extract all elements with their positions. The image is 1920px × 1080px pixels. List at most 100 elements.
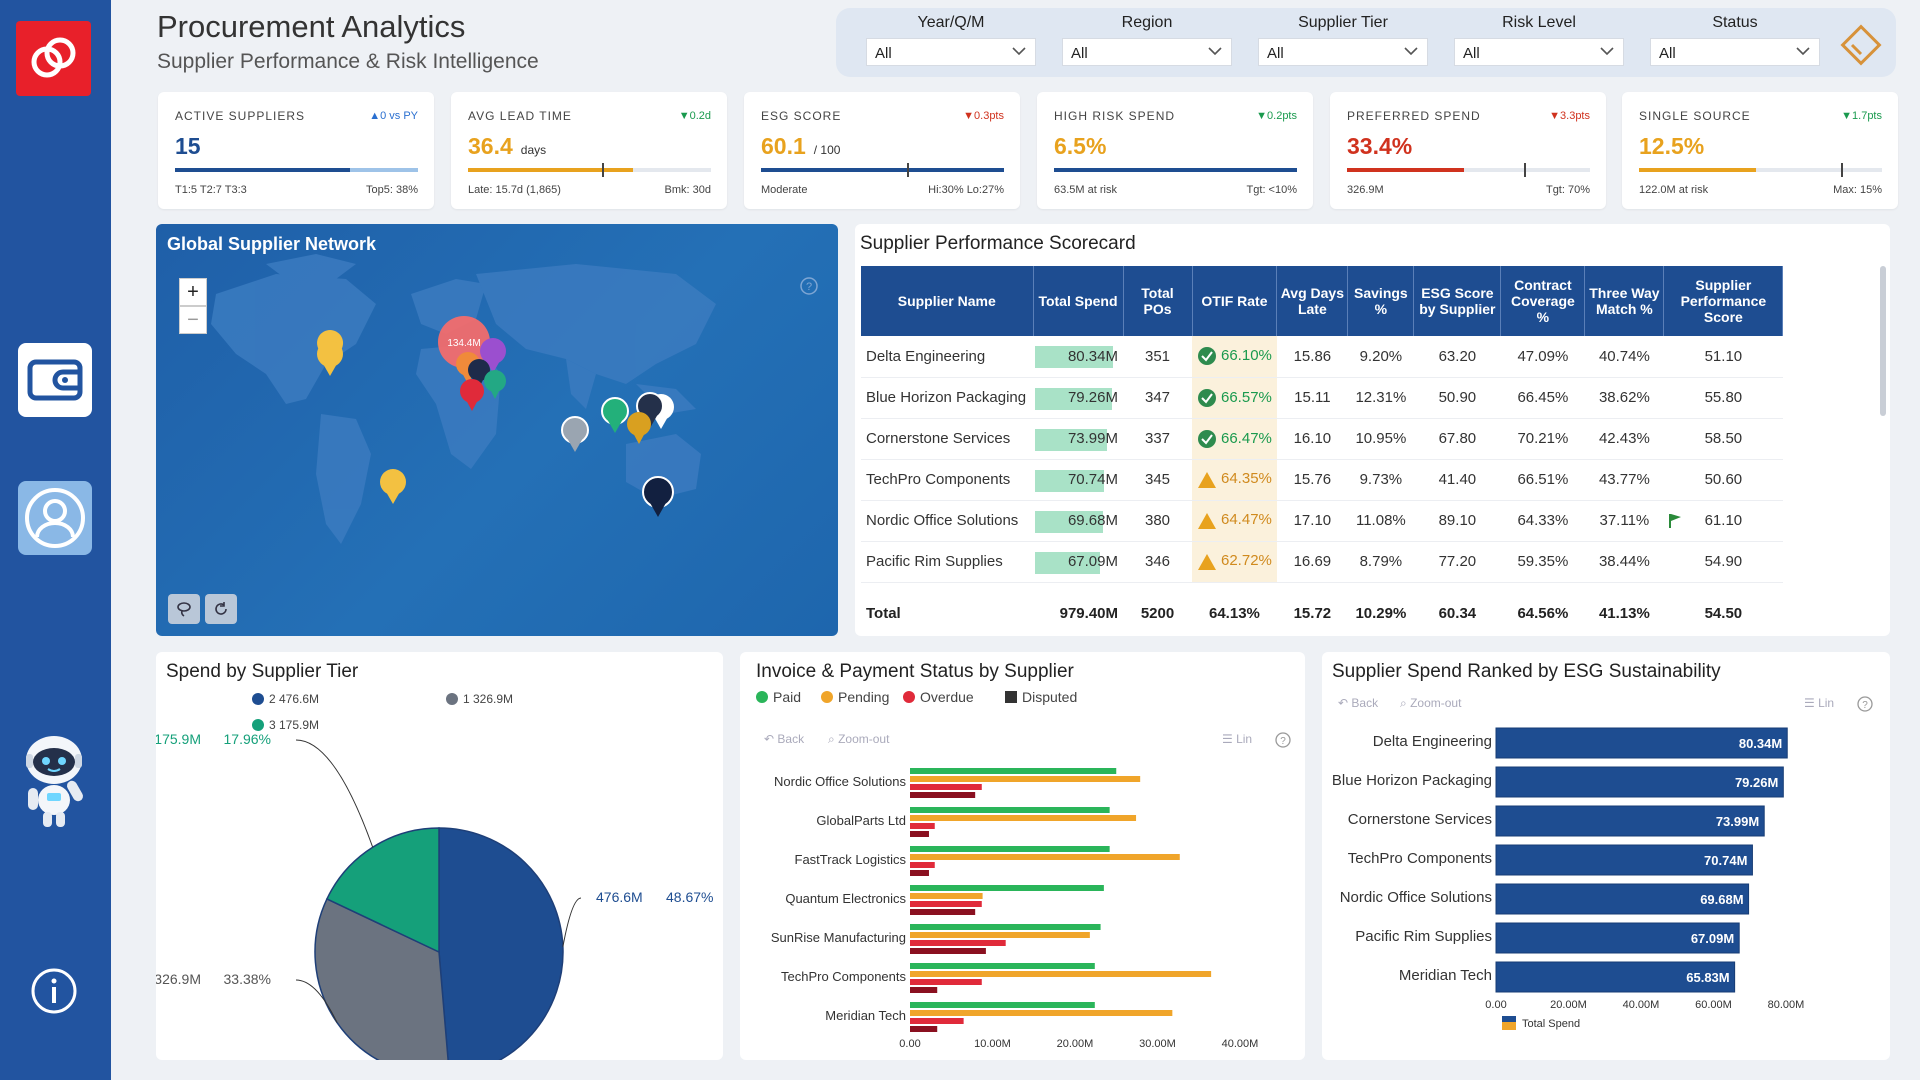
invoice-bar[interactable] bbox=[910, 893, 983, 899]
pie-slice[interactable] bbox=[438, 827, 564, 1060]
back-button[interactable]: ↶ Back bbox=[764, 732, 805, 746]
help-icon[interactable]: ? bbox=[1856, 695, 1874, 713]
invoice-bar[interactable] bbox=[910, 948, 986, 954]
map-reset-button[interactable] bbox=[205, 594, 237, 624]
legend-item[interactable]: Paid bbox=[756, 689, 801, 705]
filter-status-select[interactable]: All bbox=[1650, 38, 1820, 66]
kpi-card-active-suppliers[interactable]: ACTIVE SUPPLIERS ▲0 vs PY 15 T1:5 T2:7 T3:3… bbox=[158, 92, 434, 209]
column-header[interactable]: ESG Score by Supplier bbox=[1413, 266, 1502, 336]
app-logo[interactable] bbox=[16, 21, 91, 96]
invoice-bar[interactable] bbox=[910, 1026, 938, 1032]
invoice-bar-chart[interactable]: Nordic Office Solutions GlobalParts Ltd Fa… bbox=[740, 754, 1305, 1054]
kpi-card-esg-score[interactable]: ESG SCORE ▼0.3pts 60.1 / 100 Moderate Hi:30% … bbox=[744, 92, 1020, 209]
world-map[interactable] bbox=[156, 224, 838, 636]
invoice-bar[interactable] bbox=[910, 862, 935, 868]
legend-item[interactable]: Overdue bbox=[903, 689, 974, 705]
invoice-bar[interactable] bbox=[910, 971, 1212, 977]
kpi-card-single-source[interactable]: SINGLE SOURCE ▼1.7pts 12.5% 122.0M at risk M… bbox=[1622, 92, 1898, 209]
invoice-bar[interactable] bbox=[910, 776, 1141, 782]
invoice-bar[interactable] bbox=[910, 854, 1180, 860]
zoom-in-button[interactable]: + bbox=[179, 278, 207, 306]
column-header[interactable]: Savings % bbox=[1347, 266, 1415, 336]
legend-item[interactable]: Pending bbox=[821, 689, 889, 705]
map-panel[interactable]: Global Supplier Network + − ? 134.4M bbox=[156, 224, 838, 636]
esg-bar[interactable] bbox=[1495, 766, 1784, 798]
invoice-bar[interactable] bbox=[910, 807, 1110, 813]
invoice-bar[interactable] bbox=[910, 932, 1090, 938]
esg-bar[interactable] bbox=[1495, 727, 1788, 759]
invoice-bar[interactable] bbox=[910, 901, 982, 907]
esg-bar[interactable] bbox=[1495, 961, 1736, 993]
nav-user-button[interactable] bbox=[18, 481, 92, 555]
help-icon[interactable]: ? bbox=[1274, 731, 1292, 749]
invoice-bar[interactable] bbox=[910, 909, 976, 915]
robot-assistant-icon[interactable] bbox=[14, 730, 94, 830]
invoice-bar[interactable] bbox=[910, 831, 929, 837]
column-header[interactable]: Supplier Name bbox=[861, 266, 1034, 336]
legend-item[interactable]: 3 175.9M bbox=[252, 718, 319, 732]
invoice-bar[interactable] bbox=[910, 823, 935, 829]
clear-filters-button[interactable] bbox=[1838, 22, 1884, 73]
cell-contract-coverage: 66.51% bbox=[1500, 459, 1585, 501]
table-row[interactable]: Nordic Office Solutions 69.68M 380 64.47% 17… bbox=[861, 500, 1783, 542]
zoom-out-button[interactable]: ⌕ Zoom-out bbox=[828, 732, 890, 746]
legend-item[interactable]: Disputed bbox=[1005, 689, 1077, 705]
invoice-bar[interactable] bbox=[910, 784, 982, 790]
help-icon[interactable]: ? bbox=[799, 276, 819, 296]
invoice-bar[interactable] bbox=[910, 1018, 964, 1024]
esg-bar[interactable] bbox=[1495, 844, 1753, 876]
scrollbar[interactable] bbox=[1880, 266, 1886, 416]
pie-slice[interactable] bbox=[325, 827, 440, 954]
column-header[interactable]: OTIF Rate bbox=[1192, 266, 1278, 336]
invoice-bar[interactable] bbox=[910, 963, 1095, 969]
esg-bar[interactable] bbox=[1495, 883, 1750, 915]
invoice-bar[interactable] bbox=[910, 846, 1110, 852]
esg-bar-chart[interactable]: Delta Engineering 80.34M Blue Horizon Pack… bbox=[1322, 716, 1890, 1056]
invoice-bar[interactable] bbox=[910, 924, 1101, 930]
column-header[interactable]: Avg Days Late bbox=[1276, 266, 1349, 336]
column-header[interactable]: Contract Coverage % bbox=[1500, 266, 1586, 336]
table-row[interactable]: Pacific Rim Supplies 67.09M 346 62.72% 16.69… bbox=[861, 541, 1783, 583]
scale-toggle[interactable]: ☰ Lin bbox=[1222, 732, 1253, 746]
esg-bar[interactable] bbox=[1495, 805, 1765, 837]
table-row[interactable]: Cornerstone Services 73.99M 337 66.47% 16.10… bbox=[861, 418, 1783, 460]
back-button[interactable]: ↶ Back bbox=[1338, 696, 1379, 710]
filter-region-select[interactable]: All bbox=[1062, 38, 1232, 66]
invoice-bar[interactable] bbox=[910, 979, 982, 985]
esg-bar[interactable] bbox=[1495, 922, 1740, 954]
invoice-bar[interactable] bbox=[910, 870, 929, 876]
info-button[interactable] bbox=[30, 967, 78, 1015]
invoice-bar[interactable] bbox=[910, 987, 938, 993]
legend-item[interactable]: 1 326.9M bbox=[446, 692, 513, 706]
zoom-out-button[interactable]: ⌕ Zoom-out bbox=[1400, 696, 1462, 710]
cell-performance-score: 58.50 bbox=[1663, 418, 1783, 460]
filter-year-select[interactable]: All bbox=[866, 38, 1036, 66]
map-lasso-button[interactable] bbox=[168, 594, 200, 624]
kpi-card-preferred-spend[interactable]: PREFERRED SPEND ▼3.3pts 33.4% 326.9M Tgt: 70… bbox=[1330, 92, 1606, 209]
column-header[interactable]: Three Way Match % bbox=[1584, 266, 1665, 336]
invoice-bar[interactable] bbox=[910, 1010, 1173, 1016]
zoom-out-button[interactable]: − bbox=[179, 306, 207, 334]
kpi-card-high-risk-spend[interactable]: HIGH RISK SPEND ▼0.2pts 6.5% 63.5M at risk T… bbox=[1037, 92, 1313, 209]
column-header[interactable]: Supplier Performance Score bbox=[1663, 266, 1784, 336]
table-row[interactable]: TechPro Components 70.74M 345 64.35% 15.76 9.… bbox=[861, 459, 1783, 501]
legend-item[interactable]: 2 476.6M bbox=[252, 692, 319, 706]
invoice-bar[interactable] bbox=[910, 885, 1104, 891]
invoice-bar[interactable] bbox=[910, 1002, 1095, 1008]
table-row[interactable]: Delta Engineering 80.34M 351 66.10% 15.86 9.2… bbox=[861, 336, 1783, 378]
invoice-bar[interactable] bbox=[910, 792, 976, 798]
tier-pie-chart[interactable]: 476.6M 48.67% 326.9M 33.38% 175.9M 17.96% bbox=[156, 730, 723, 1060]
kpi-footer-left: Moderate bbox=[761, 184, 808, 196]
filter-supplier-tier-select[interactable]: All bbox=[1258, 38, 1428, 66]
nav-wallet-button[interactable] bbox=[18, 343, 92, 417]
invoice-bar[interactable] bbox=[910, 768, 1117, 774]
invoice-bar[interactable] bbox=[910, 815, 1137, 821]
column-header[interactable]: Total Spend bbox=[1033, 266, 1124, 336]
table-row[interactable]: Blue Horizon Packaging 79.26M 347 66.57% 15.… bbox=[861, 377, 1783, 419]
invoice-bar[interactable] bbox=[910, 940, 1006, 946]
category-label: SunRise Manufacturing bbox=[771, 930, 906, 945]
scale-toggle[interactable]: ☰ Lin bbox=[1804, 696, 1835, 710]
column-header[interactable]: Total POs bbox=[1123, 266, 1193, 336]
filter-risk-level-select[interactable]: All bbox=[1454, 38, 1624, 66]
kpi-card-avg-lead-time[interactable]: AVG LEAD TIME ▼0.2d 36.4 days Late: 15.7d (1… bbox=[451, 92, 727, 209]
